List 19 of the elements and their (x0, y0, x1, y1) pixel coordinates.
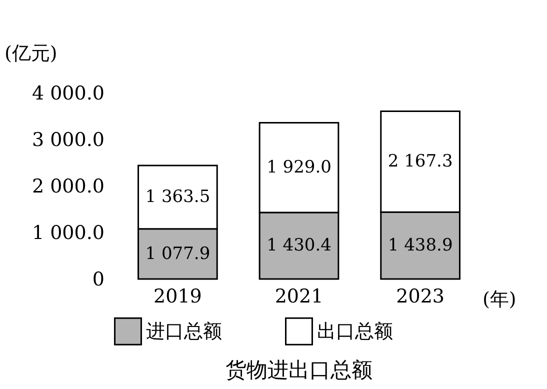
y-tick-label: 1 000.0 (32, 222, 104, 244)
y-tick-label: 2 000.0 (32, 176, 104, 198)
data-label: 1 077.9 (145, 244, 210, 264)
data-label: 1 438.9 (388, 236, 453, 256)
x-tick-label: 2023 (396, 286, 444, 308)
data-label: 1 929.0 (266, 158, 332, 178)
y-axis-title: (亿元) (4, 42, 58, 64)
text: 货物进出口总额 (226, 358, 372, 382)
data-label: 1 363.5 (145, 187, 210, 208)
y-tick-label: 3 000.0 (32, 129, 104, 151)
data-label: 1 430.4 (266, 236, 332, 256)
legend-label: 出口总额 (317, 320, 393, 342)
x-tick-label: 2021 (274, 286, 324, 308)
x-tick-label: 2019 (154, 286, 202, 308)
y-tick-label: 0 (92, 268, 104, 290)
legend-label: 进口总额 (146, 320, 222, 342)
y-tick-label: 4 000.0 (32, 82, 104, 104)
data-label: 2 167.3 (388, 152, 453, 172)
x-axis-title: (年) (482, 288, 516, 310)
